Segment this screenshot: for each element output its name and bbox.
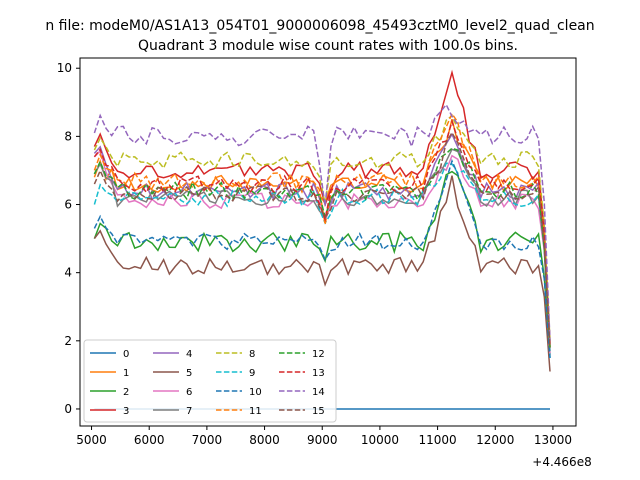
y-tick-label: 6 bbox=[64, 198, 72, 212]
series-layer bbox=[93, 69, 551, 410]
legend-label: 6 bbox=[186, 387, 192, 398]
x-tick-label: 11000 bbox=[418, 433, 456, 447]
series-line-10 bbox=[93, 158, 551, 358]
x-tick-label: 10000 bbox=[361, 433, 399, 447]
legend-label: 1 bbox=[123, 368, 129, 379]
series-line-8 bbox=[93, 114, 551, 341]
x-tick-label: 12000 bbox=[476, 433, 514, 447]
y-axis: 0 2 4 6 8 10 bbox=[57, 61, 80, 416]
x-tick-label: 6000 bbox=[134, 433, 165, 447]
series-line-5 bbox=[93, 175, 551, 372]
series-line-9 bbox=[93, 162, 551, 358]
series-line-12 bbox=[93, 147, 551, 348]
x-tick-label: 5000 bbox=[76, 433, 107, 447]
legend-label: 9 bbox=[249, 368, 255, 379]
series-line-1 bbox=[93, 119, 551, 348]
legend-label: 8 bbox=[249, 349, 255, 360]
y-tick-label: 10 bbox=[57, 61, 72, 75]
legend-label: 7 bbox=[186, 406, 192, 417]
x-axis-offset-text: +4.466e8 bbox=[532, 455, 591, 469]
y-tick-label: 4 bbox=[64, 266, 72, 280]
figure-suptitle: n file: modeM0/AS1A13_054T01_9000006098_… bbox=[45, 18, 594, 34]
legend-label: 0 bbox=[123, 349, 129, 360]
y-tick-label: 0 bbox=[64, 402, 72, 416]
legend-label: 14 bbox=[312, 387, 325, 398]
series-line-2 bbox=[93, 170, 551, 355]
y-tick-label: 8 bbox=[64, 129, 72, 143]
series-line-14 bbox=[93, 103, 551, 341]
legend-box bbox=[83, 339, 337, 423]
legend-label: 10 bbox=[249, 387, 262, 398]
plot-area-frame bbox=[79, 57, 577, 427]
y-tick-label: 2 bbox=[64, 334, 72, 348]
legend-label: 11 bbox=[249, 406, 262, 417]
legend-label: 5 bbox=[186, 368, 192, 379]
x-tick-label: 8000 bbox=[249, 433, 280, 447]
legend-label: 4 bbox=[186, 349, 192, 360]
x-tick-label: 13000 bbox=[534, 433, 572, 447]
legend-label: 13 bbox=[312, 368, 325, 379]
series-line-15 bbox=[93, 131, 551, 348]
legend-label: 12 bbox=[312, 349, 325, 360]
legend-label: 15 bbox=[312, 406, 325, 417]
legend-label: 3 bbox=[123, 406, 129, 417]
x-axis: 5000 6000 7000 8000 9000 10000 11000 12000 13000 bbox=[76, 426, 572, 447]
chart-title: Quadrant 3 module wise count rates with … bbox=[138, 38, 518, 54]
x-tick-label: 9000 bbox=[307, 433, 338, 447]
x-tick-label: 7000 bbox=[192, 433, 223, 447]
series-line-3 bbox=[93, 69, 551, 345]
legend-label: 2 bbox=[123, 387, 129, 398]
